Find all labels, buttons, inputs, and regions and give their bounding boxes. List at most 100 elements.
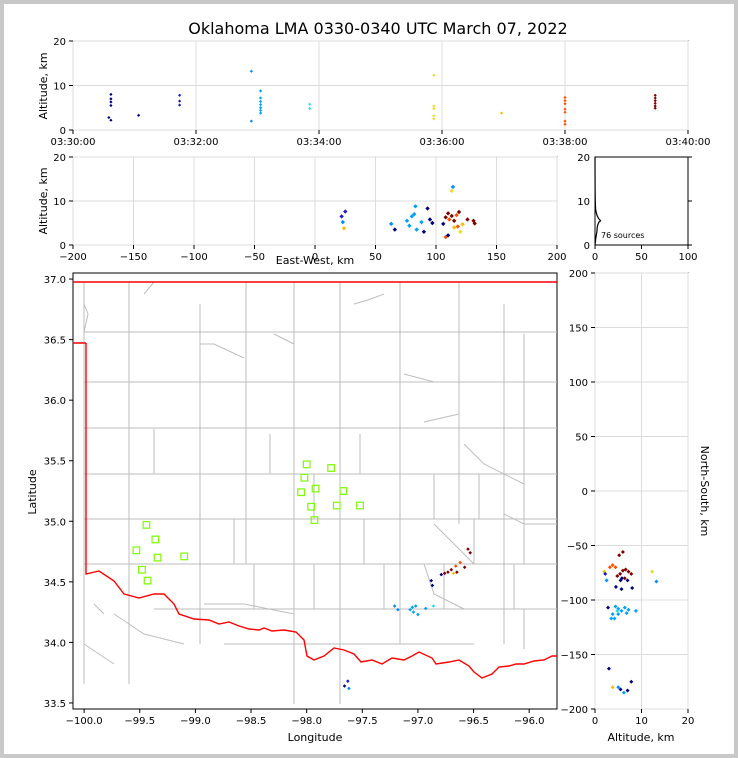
p1-point: [432, 73, 436, 77]
p2-point: [427, 217, 433, 222]
p2-ytick-label: 20: [53, 153, 66, 164]
p1-point: [258, 99, 263, 104]
figure-canvas: Oklahoma LMA 0330-0340 UTC March 07, 202…: [26, 19, 711, 744]
p2-xtick-label: 50: [369, 252, 382, 263]
p1-xtick-label: 03:38:00: [543, 137, 588, 148]
p2-point: [425, 206, 430, 211]
p1-xtick-label: 03:32:00: [174, 137, 219, 148]
map-source-point: [431, 604, 436, 608]
p5-point: [625, 578, 630, 583]
map-station-marker: [302, 460, 311, 469]
p1-point: [432, 104, 436, 108]
p1-point: [258, 103, 263, 107]
map-source-point: [439, 572, 444, 577]
map-xtick-label: −97.0: [403, 716, 434, 727]
map-station-marker: [339, 487, 348, 495]
p5-point: [613, 565, 618, 570]
p5-point: [607, 565, 612, 570]
p1-point: [563, 102, 567, 106]
p5-point: [625, 688, 630, 693]
p1-point: [178, 99, 182, 103]
p1-point: [653, 101, 657, 105]
p1-point: [653, 104, 657, 108]
p5-point: [612, 616, 617, 621]
p1-point: [249, 119, 253, 123]
p2-xtick-label: 150: [487, 252, 506, 263]
p1-point: [432, 107, 436, 111]
map-station-marker: [297, 488, 305, 497]
p2-xlabel: East-West, km: [276, 254, 354, 267]
p5-point: [620, 550, 625, 555]
p1-point: [432, 117, 436, 121]
p2-xtick-label: 200: [547, 252, 566, 263]
county-lines: [83, 281, 557, 704]
p1-point: [653, 93, 657, 97]
p2-xtick-label: −100: [180, 252, 207, 263]
p2-xtick-label: −50: [244, 252, 265, 263]
p2-point: [472, 221, 477, 226]
p5-point: [606, 605, 611, 610]
p5-point: [606, 666, 611, 671]
p2-point: [407, 223, 412, 228]
map-source-point: [392, 604, 397, 608]
map-source-point: [462, 565, 467, 570]
p1-point: [653, 96, 657, 100]
p2-point: [443, 215, 448, 220]
map-station-marker: [310, 516, 319, 524]
p5-point: [610, 685, 615, 690]
p5-point: [618, 578, 623, 583]
map-source-point: [458, 560, 462, 565]
p2-point: [419, 219, 424, 225]
p5-point: [629, 679, 634, 684]
p1-point: [109, 92, 113, 96]
p1-point: [258, 96, 263, 100]
p1-ylabel: Altitude, km: [37, 52, 50, 119]
p1-point: [563, 110, 567, 114]
map-station-marker: [300, 473, 309, 482]
p5-xtick-label: 20: [682, 716, 695, 727]
p1-point: [432, 114, 436, 118]
p2-ytick-label: 0: [60, 241, 66, 252]
p1-point: [109, 118, 113, 122]
panel-source-histogram: 0 50 100 0 10 20 76 sources: [577, 153, 697, 263]
p5-point: [613, 584, 618, 589]
p2-point: [460, 222, 465, 227]
map-source-point: [410, 605, 415, 610]
p1-point: [258, 108, 263, 113]
p5-point: [618, 571, 623, 576]
p3-xtick-label: 0: [592, 252, 598, 263]
p5-point: [654, 579, 659, 584]
oklahoma-state-border: [73, 281, 557, 679]
p5-point: [622, 576, 627, 581]
map-source-point: [347, 686, 351, 691]
p5-ytick-label: −50: [567, 542, 588, 553]
p1-point: [109, 103, 113, 108]
map-ytick-label: 34.0: [44, 638, 66, 649]
figure-title: Oklahoma LMA 0330-0340 UTC March 07, 202…: [188, 19, 567, 38]
p1-point: [563, 95, 567, 100]
p1-point: [249, 69, 253, 73]
p1-point: [137, 113, 141, 117]
panel-altitude-vs-east-west: −200 −150 −100 −50 0 50 100 150 200 0 10 20 Altitu…: [37, 153, 567, 267]
p1-ytick-label: 0: [60, 126, 66, 137]
p2-point: [458, 229, 463, 234]
map-source-point: [453, 564, 458, 568]
p2-point: [445, 211, 451, 216]
map-ytick-label: 33.5: [44, 699, 66, 710]
p5-point: [630, 586, 635, 591]
p2-point: [341, 226, 347, 231]
map-ytick-label: 36.5: [44, 336, 66, 347]
map-source-point: [449, 567, 454, 572]
p2-point: [413, 204, 418, 209]
p2-point: [340, 219, 346, 225]
p2-point: [441, 221, 446, 227]
map-ytick-label: 35.5: [44, 457, 66, 468]
p5-point: [615, 608, 620, 613]
map-source-point: [413, 604, 418, 608]
p1-xtick-label: 03:30:00: [51, 137, 96, 148]
p5-point: [626, 569, 631, 574]
map-station-marker: [180, 552, 189, 561]
map-station-marker: [151, 535, 160, 544]
p5-point: [616, 685, 621, 690]
p1-point: [258, 89, 263, 93]
